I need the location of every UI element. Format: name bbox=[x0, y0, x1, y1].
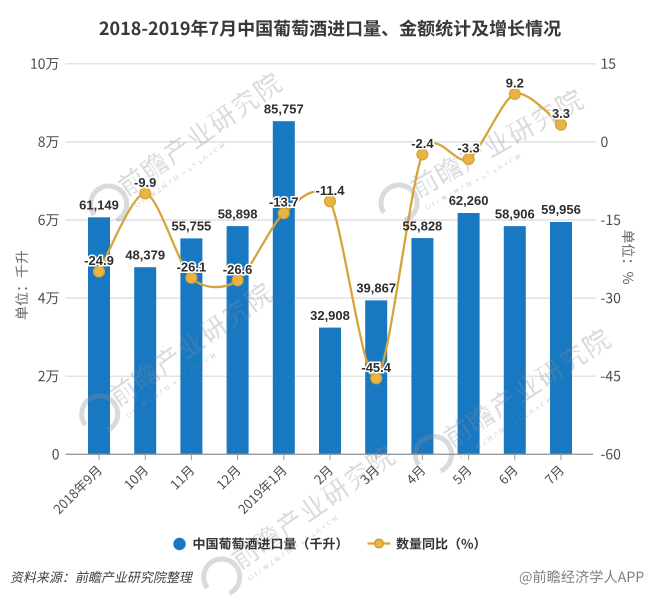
svg-text:-3.3: -3.3 bbox=[457, 141, 479, 156]
svg-text:32,908: 32,908 bbox=[310, 308, 350, 323]
svg-text:48,379: 48,379 bbox=[125, 247, 165, 262]
svg-text:-2.4: -2.4 bbox=[411, 136, 434, 151]
svg-text:-11.4: -11.4 bbox=[316, 183, 346, 198]
svg-text:61,149: 61,149 bbox=[79, 198, 119, 213]
svg-text:9.2: 9.2 bbox=[506, 76, 524, 91]
svg-text:39,867: 39,867 bbox=[356, 281, 396, 296]
svg-text:62,260: 62,260 bbox=[449, 193, 489, 208]
svg-text:85,757: 85,757 bbox=[264, 101, 304, 116]
svg-text:-26.1: -26.1 bbox=[177, 259, 207, 274]
svg-text:-13.7: -13.7 bbox=[269, 195, 299, 210]
svg-text:55,828: 55,828 bbox=[403, 218, 443, 233]
svg-text:-45.4: -45.4 bbox=[361, 360, 391, 375]
svg-text:-24.9: -24.9 bbox=[84, 253, 114, 268]
svg-text:58,906: 58,906 bbox=[495, 206, 535, 221]
svg-text:-26.6: -26.6 bbox=[223, 262, 253, 277]
svg-text:3.3: 3.3 bbox=[552, 106, 570, 121]
svg-text:58,898: 58,898 bbox=[218, 206, 258, 221]
svg-text:-9.9: -9.9 bbox=[134, 175, 156, 190]
svg-text:55,755: 55,755 bbox=[172, 219, 212, 234]
svg-text:59,956: 59,956 bbox=[541, 202, 581, 217]
